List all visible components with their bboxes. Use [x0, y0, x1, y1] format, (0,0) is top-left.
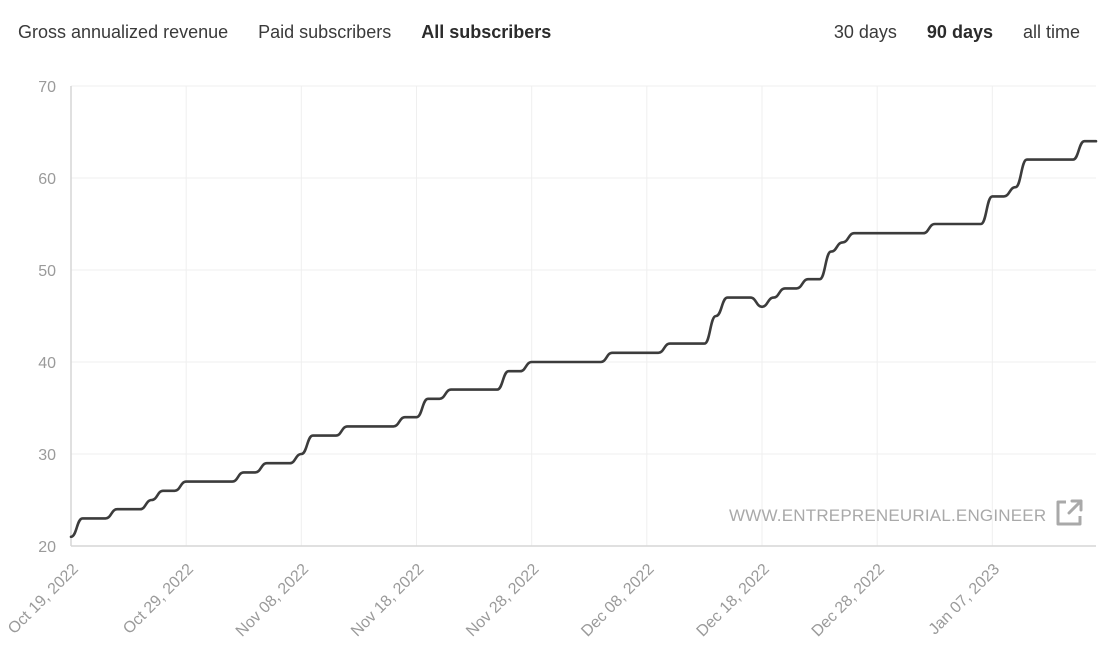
y-tick-label: 70 [38, 79, 56, 96]
tab-30-days[interactable]: 30 days [833, 22, 897, 42]
series-line-0 [69, 139, 1098, 539]
watermark-text: WWW.ENTREPRENEURIAL.ENGINEER [729, 505, 1047, 525]
tab-all-time[interactable]: all time [1022, 22, 1080, 42]
tab-gross-annualized-revenue[interactable]: Gross annualized revenue [18, 22, 229, 42]
x-tick-label: Dec 28, 2022 [809, 561, 888, 640]
tab-90-days[interactable]: 90 days [926, 22, 993, 42]
x-tick-label: Nov 08, 2022 [233, 561, 312, 640]
y-axis-ticks: 20 30 40 50 60 70 [38, 79, 56, 556]
chart-axes [70, 86, 1096, 547]
x-tick-label: Nov 28, 2022 [463, 561, 542, 640]
y-tick-label: 20 [38, 539, 56, 556]
x-tick-label: Jan 07, 2023 [926, 561, 1004, 639]
x-tick-label: Oct 29, 2022 [120, 561, 197, 638]
chart-grid [71, 85, 1096, 546]
watermark[interactable]: WWW.ENTREPRENEURIAL.ENGINEER [729, 498, 1084, 533]
external-link-icon [1054, 498, 1084, 533]
x-tick-label: Dec 08, 2022 [578, 561, 657, 640]
x-tick-label: Oct 19, 2022 [5, 561, 82, 638]
y-tick-label: 50 [38, 263, 56, 280]
y-tick-label: 60 [38, 171, 56, 188]
chart-series [69, 139, 1098, 539]
range-tabs: 30 days 90 days all time [834, 22, 1080, 43]
tab-paid-subscribers[interactable]: Paid subscribers [258, 22, 392, 42]
x-axis-ticks: Oct 19, 2022 Oct 29, 2022 Nov 08, 2022 Nov … [5, 561, 1003, 640]
tab-all-subscribers[interactable]: All subscribers [421, 22, 552, 42]
x-tick-label: Nov 18, 2022 [348, 561, 427, 640]
x-tick-label: Dec 18, 2022 [694, 561, 773, 640]
y-tick-label: 30 [38, 447, 56, 464]
y-tick-label: 40 [38, 355, 56, 372]
metric-tabs: Gross annualized revenue Paid subscriber… [18, 22, 551, 43]
